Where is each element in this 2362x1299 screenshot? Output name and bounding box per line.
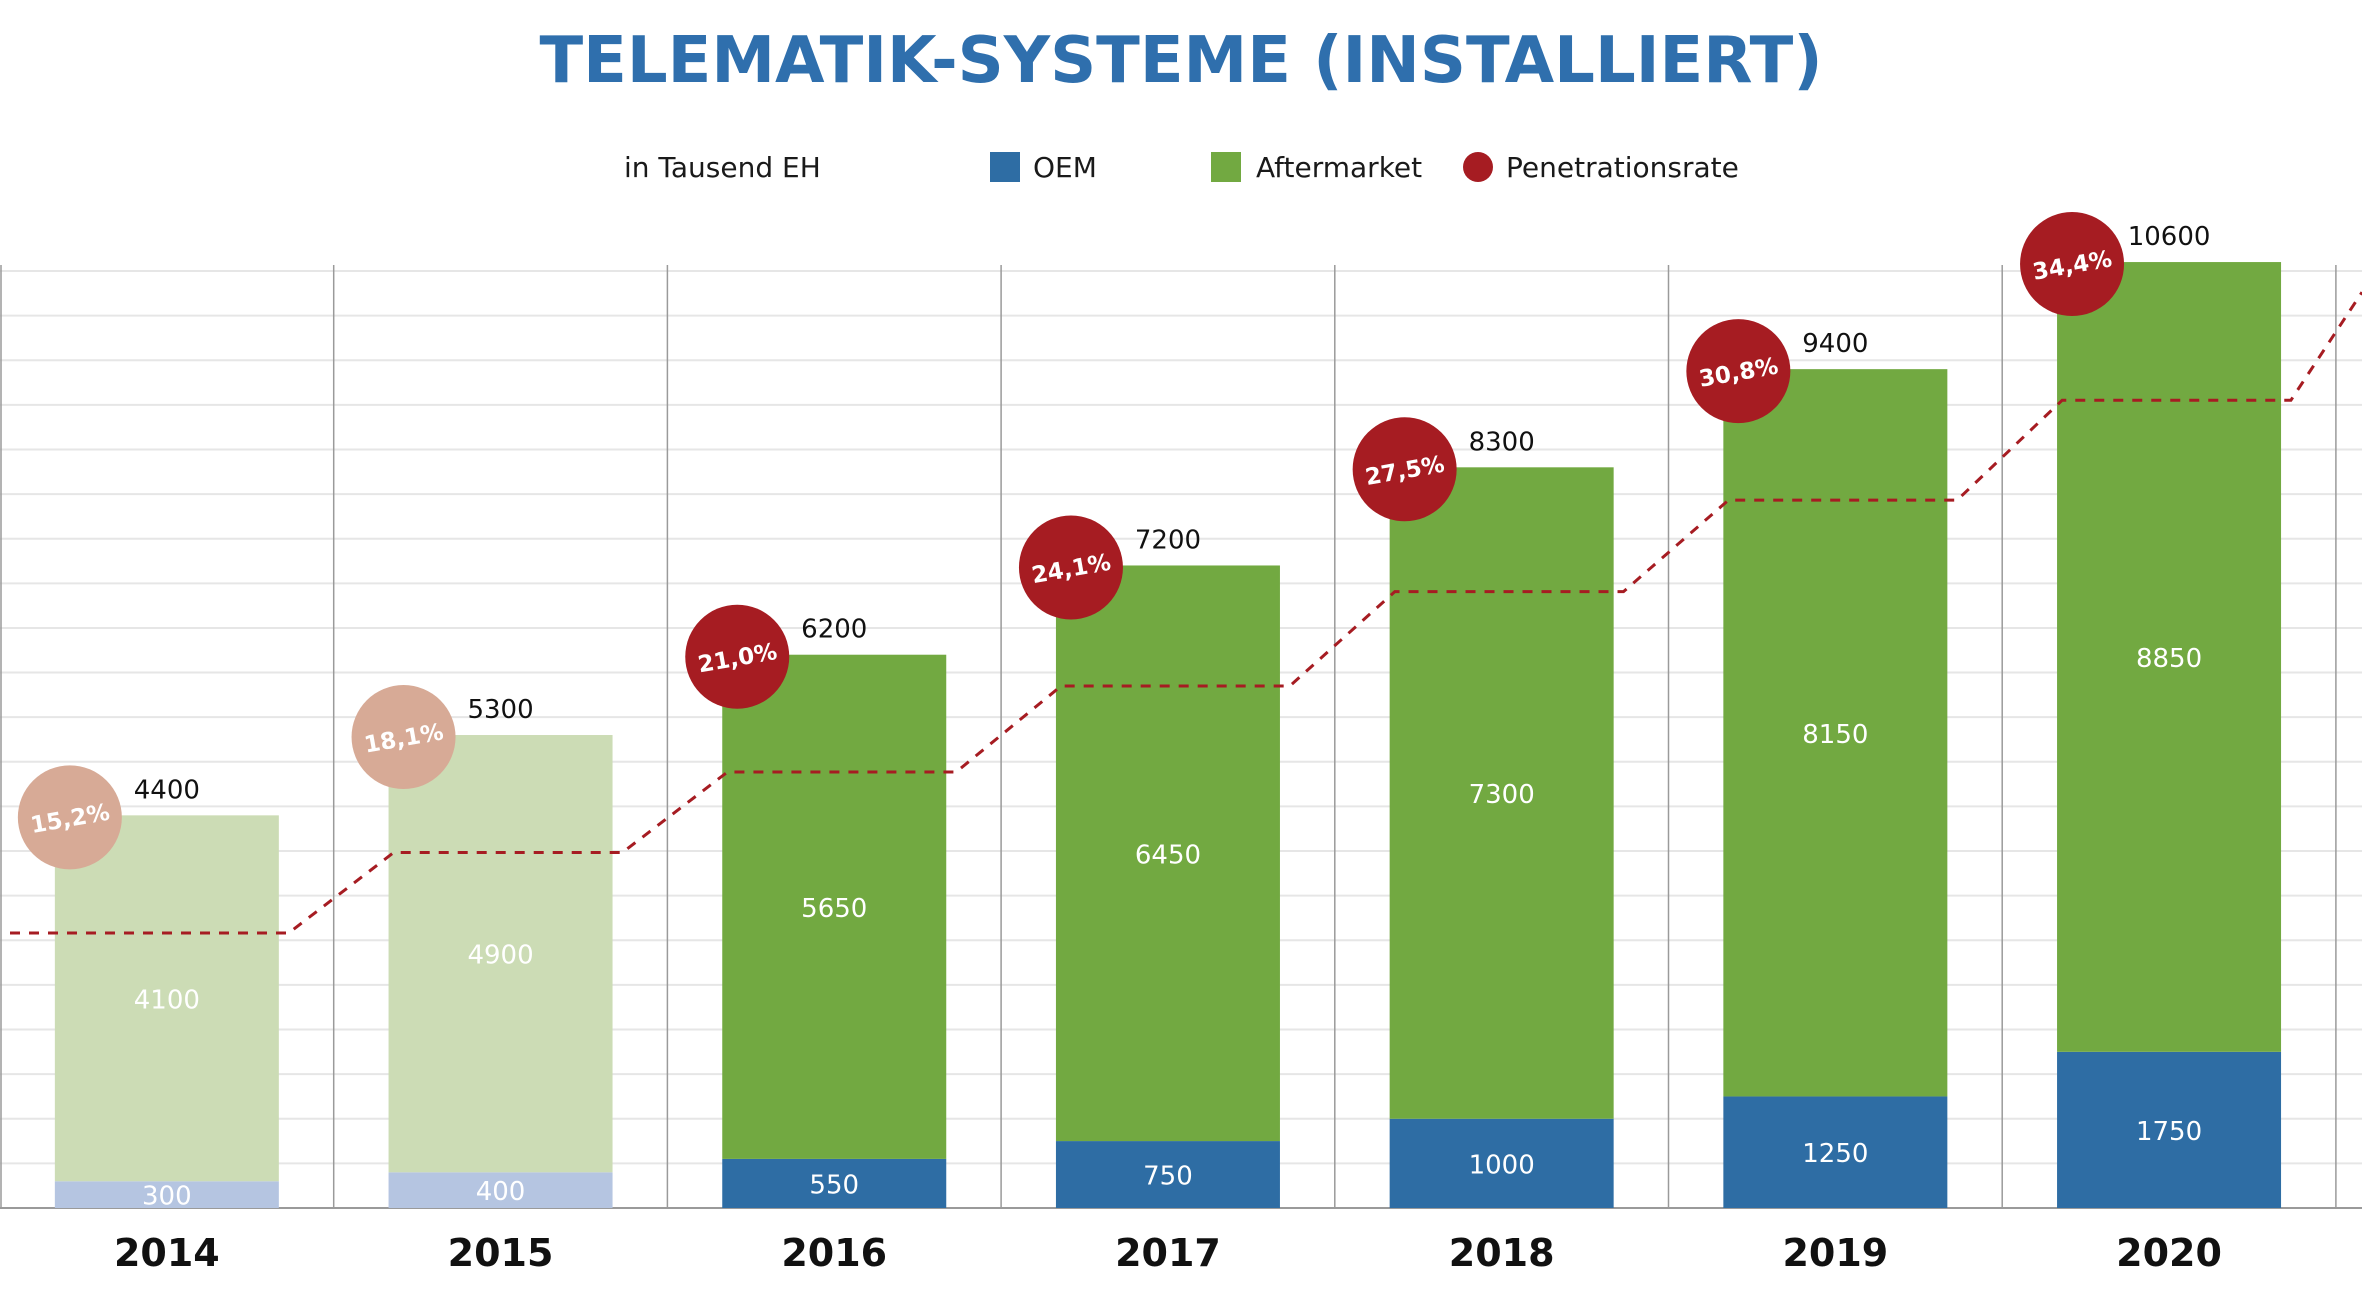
x-tick-label: 2017: [1115, 1231, 1221, 1275]
data-label-total: 4400: [134, 775, 200, 805]
bar-aftermarket-2014: [54, 815, 279, 1182]
data-label-oem: 1250: [1802, 1139, 1868, 1169]
chart-title: TELEMATIK-SYSTEME (INSTALLIERT): [539, 24, 1822, 98]
bar-oem-2019: [1723, 1096, 1948, 1208]
data-label-aftermarket: 8850: [2136, 644, 2202, 674]
x-tick-label: 2019: [1782, 1231, 1888, 1275]
legend-label-aftermarket: Aftermarket: [1256, 151, 1422, 184]
labels: 300 4100 4400 2014 400 4900 5300 2015 550 5650 620…: [17, 212, 2222, 1275]
data-label-total: 5300: [467, 695, 533, 725]
x-tick-label: 2016: [781, 1231, 887, 1275]
legend-label-oem: OEM: [1033, 151, 1097, 184]
data-label-oem: 550: [809, 1170, 859, 1200]
legend-swatch-aftermarket: [1211, 152, 1241, 182]
legend-label-penetration: Penetrationsrate: [1506, 151, 1739, 184]
data-label-total: 10600: [2128, 222, 2211, 252]
bar-oem-2015: [388, 1172, 613, 1208]
x-tick-label: 2014: [114, 1231, 220, 1275]
data-label-total: 7200: [1135, 525, 1201, 555]
penetration-badge: [351, 685, 456, 790]
legend-marker-penetration: [1463, 152, 1493, 182]
penetration-badge: [685, 604, 790, 709]
data-label-total: 9400: [1802, 329, 1868, 359]
penetration-badge: [1352, 417, 1457, 522]
data-label-total: 8300: [1469, 427, 1535, 457]
data-label-aftermarket: 4100: [134, 985, 200, 1015]
data-label-aftermarket: 6450: [1135, 840, 1201, 870]
x-tick-label: 2018: [1449, 1231, 1555, 1275]
bar-aftermarket-2018: [1389, 467, 1614, 1119]
bar-oem-2017: [1055, 1141, 1280, 1208]
bar-oem-2020: [2057, 1051, 2282, 1208]
data-label-oem: 1000: [1469, 1150, 1535, 1180]
data-label-aftermarket: 5650: [801, 894, 867, 924]
data-label-oem: 750: [1143, 1162, 1193, 1192]
bar-aftermarket-2019: [1723, 369, 1948, 1097]
x-tick-label: 2020: [2116, 1231, 2222, 1275]
penetration-badge: [1686, 319, 1791, 424]
data-label-aftermarket: 8150: [1802, 720, 1868, 750]
bar-oem-2016: [722, 1158, 947, 1208]
data-label-aftermarket: 4900: [467, 941, 533, 971]
legend: in Tausend EH OEM Aftermarket Penetratio…: [624, 151, 1739, 184]
data-label-aftermarket: 7300: [1469, 780, 1535, 810]
penetration-badge: [17, 765, 122, 870]
penetration-badge: [2020, 212, 2125, 317]
bar-oem-2014: [54, 1181, 279, 1208]
unit-note: in Tausend EH: [624, 151, 821, 184]
data-label-oem: 1750: [2136, 1117, 2202, 1147]
bar-aftermarket-2015: [388, 735, 613, 1173]
data-label-oem: 400: [476, 1177, 526, 1207]
bars: [54, 262, 2282, 1208]
bar-aftermarket-2016: [722, 654, 947, 1159]
legend-swatch-oem: [990, 152, 1020, 182]
bar-aftermarket-2017: [1055, 565, 1280, 1142]
bar-aftermarket-2020: [2057, 262, 2282, 1052]
data-label-total: 6200: [801, 615, 867, 645]
penetration-badge: [1018, 515, 1123, 620]
x-tick-label: 2015: [448, 1231, 554, 1275]
bar-oem-2018: [1389, 1118, 1614, 1208]
data-label-oem: 300: [142, 1182, 192, 1212]
